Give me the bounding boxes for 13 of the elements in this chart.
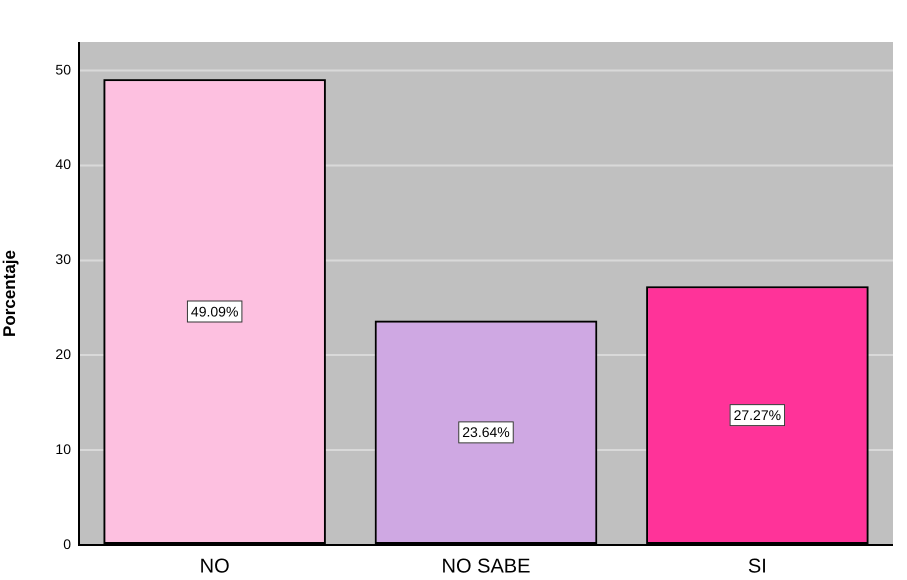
y-axis-title: Porcentaje — [0, 250, 19, 337]
y-tick-label: 10 — [55, 440, 72, 457]
data-label: 49.09% — [190, 303, 238, 320]
y-tick-label: 50 — [55, 61, 72, 78]
x-tick-label: SI — [748, 556, 767, 578]
data-label: 27.27% — [734, 406, 782, 423]
y-tick-label: 20 — [55, 346, 72, 362]
y-tick-label: 40 — [55, 156, 72, 172]
x-tick-label: NO — [200, 556, 230, 578]
y-tick-label: 0 — [63, 536, 72, 552]
data-label: 23.64% — [462, 424, 510, 440]
x-tick-label: NO SABE — [442, 556, 530, 578]
y-tick-label: 30 — [55, 251, 72, 268]
